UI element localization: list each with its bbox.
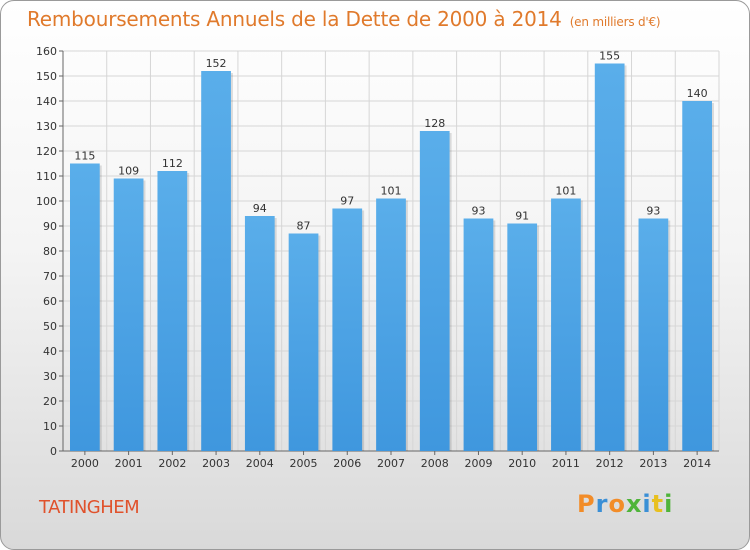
- bar-2002: [157, 171, 188, 451]
- commune-name: TATINGHEM: [39, 497, 140, 518]
- bars: [69, 63, 715, 451]
- x-tick-label-2003: 2003: [202, 457, 230, 470]
- bar-2008: [419, 131, 450, 451]
- data-label-2010: 91: [515, 210, 529, 223]
- y-tick-label: 90: [43, 220, 57, 233]
- data-label-2006: 97: [340, 195, 354, 208]
- bar-2012: [594, 63, 625, 451]
- chart-title: Remboursements Annuels de la Dette de 20…: [27, 7, 661, 31]
- y-tick-label: 60: [43, 295, 57, 308]
- bar-2014: [682, 101, 713, 451]
- logo-letter: o: [608, 490, 626, 518]
- labels: 0 10 20 30 40 50 60 70 80 90 100 110 120 130 140 150 160…: [36, 45, 711, 470]
- y-tick-label: 40: [43, 345, 57, 358]
- logo-letter: i: [664, 490, 674, 518]
- data-label-2011: 101: [555, 185, 576, 198]
- y-tick-label: 160: [36, 45, 57, 58]
- bar-2006: [332, 208, 363, 451]
- bar-2011: [551, 198, 581, 451]
- y-tick-label: 110: [36, 170, 57, 183]
- x-tick-label-2004: 2004: [246, 457, 274, 470]
- y-tick-label: 0: [50, 445, 57, 458]
- y-tick-label: 80: [43, 245, 57, 258]
- data-label-2014: 140: [687, 87, 708, 100]
- x-tick-label-2006: 2006: [333, 457, 361, 470]
- x-tick-label-2012: 2012: [596, 457, 624, 470]
- chart-subtitle: (en milliers d'€): [569, 15, 661, 29]
- data-label-2003: 152: [206, 57, 227, 70]
- logo-letter: P: [577, 490, 596, 518]
- bar-2004: [244, 216, 275, 451]
- x-tick-label-2009: 2009: [464, 457, 492, 470]
- bar-2000: [69, 163, 100, 451]
- bar-2005: [288, 233, 319, 451]
- bar-2009: [463, 218, 494, 451]
- y-tick-label: 10: [43, 420, 57, 433]
- data-label-2008: 128: [424, 117, 445, 130]
- x-tick-label-2000: 2000: [71, 457, 99, 470]
- logo-letter: r: [595, 490, 609, 518]
- x-tick-label-2001: 2001: [115, 457, 143, 470]
- data-label-2005: 87: [297, 220, 311, 233]
- data-label-2012: 155: [599, 50, 620, 63]
- logo-letter: t: [651, 490, 665, 518]
- data-label-2009: 93: [471, 205, 485, 218]
- bar-2013: [638, 218, 669, 451]
- y-tick-label: 140: [36, 95, 57, 108]
- x-tick-label-2010: 2010: [508, 457, 536, 470]
- x-tick-label-2008: 2008: [421, 457, 449, 470]
- bar-2001: [113, 178, 144, 451]
- data-label-2007: 101: [381, 185, 402, 198]
- data-label-2004: 94: [253, 202, 267, 215]
- bar-2010: [507, 223, 538, 451]
- y-tick-label: 20: [43, 395, 57, 408]
- x-tick-label-2005: 2005: [290, 457, 318, 470]
- y-tick-label: 70: [43, 270, 57, 283]
- logo-letter: i: [642, 490, 652, 518]
- y-tick-label: 150: [36, 70, 57, 83]
- y-tick-label: 120: [36, 145, 57, 158]
- proxiti-logo: Proxiti: [577, 490, 673, 518]
- logo-letter: x: [625, 490, 643, 518]
- x-tick-label-2014: 2014: [683, 457, 711, 470]
- bar-2003: [201, 71, 231, 451]
- x-tick-label-2011: 2011: [552, 457, 580, 470]
- x-tick-label-2007: 2007: [377, 457, 405, 470]
- chart-title-text: Remboursements Annuels de la Dette de 20…: [27, 7, 562, 31]
- data-label-2002: 112: [162, 157, 183, 170]
- data-label-2001: 109: [118, 165, 139, 178]
- y-tick-label: 130: [36, 120, 57, 133]
- x-tick-label-2013: 2013: [639, 457, 667, 470]
- y-tick-label: 30: [43, 370, 57, 383]
- bar-2007: [376, 198, 406, 451]
- data-label-2013: 93: [646, 205, 660, 218]
- y-tick-label: 50: [43, 320, 57, 333]
- y-tick-label: 100: [36, 195, 57, 208]
- x-tick-label-2002: 2002: [158, 457, 186, 470]
- data-label-2000: 115: [74, 150, 95, 163]
